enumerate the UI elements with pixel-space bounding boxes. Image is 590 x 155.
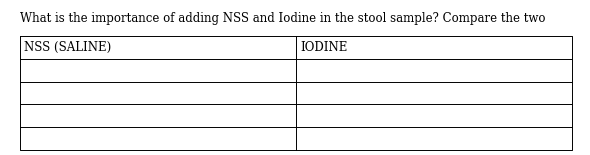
Text: NSS (SALINE): NSS (SALINE): [24, 41, 112, 54]
Text: What is the importance of adding NSS and Iodine in the stool sample? Compare the: What is the importance of adding NSS and…: [20, 12, 546, 25]
Text: IODINE: IODINE: [300, 41, 348, 54]
